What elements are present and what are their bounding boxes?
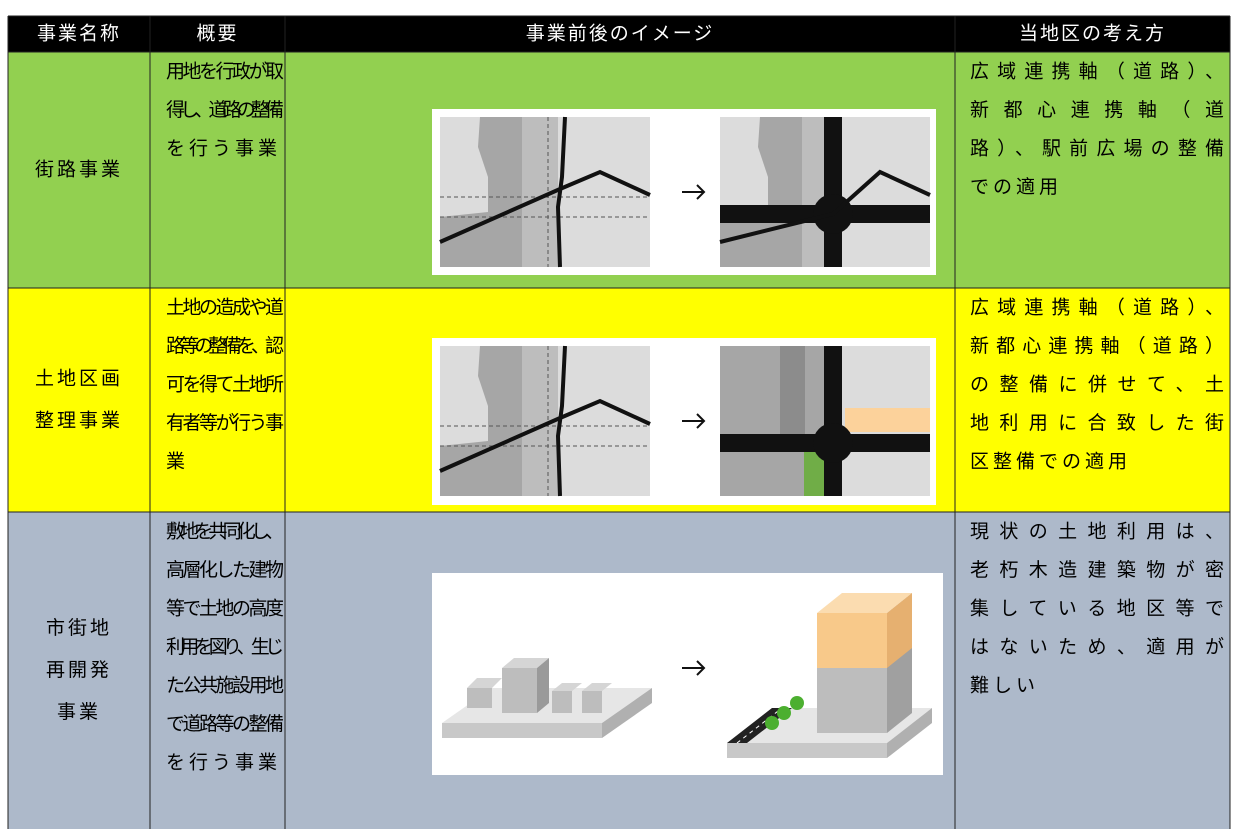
consideration-line: 区整備での適用 xyxy=(970,451,1131,473)
summary-line: 路等の整備を、認 xyxy=(166,335,284,357)
table-grid xyxy=(7,15,1231,829)
summary-line: 等で土地の高度 xyxy=(166,598,284,620)
summary-line: を行う事業 xyxy=(166,138,281,160)
project-name: 街路事業 xyxy=(35,159,123,181)
image-land-readjustment xyxy=(432,338,936,505)
row-background xyxy=(8,16,1230,52)
consideration-line: 地利用に合致した街 xyxy=(970,412,1224,434)
header-cell: 事業前後のイメージ xyxy=(526,23,715,45)
image-road-project xyxy=(432,109,936,275)
project-name: 土地区画 xyxy=(35,368,123,390)
summary-line: で道路等の整備 xyxy=(166,713,284,735)
summary-line: 得し、道路の整備 xyxy=(166,99,284,121)
consideration-line: 現状の土地利用は、 xyxy=(970,521,1224,543)
summary-line: 用地を行政が取 xyxy=(166,61,284,83)
summary-line: 可を得て土地所 xyxy=(166,374,284,396)
consideration-line: 集している地区等で xyxy=(970,598,1224,620)
summary-line: た公共施設用地 xyxy=(166,675,284,697)
consideration-line: 広域連携軸（道路）、 xyxy=(970,61,1224,83)
summary-line: 敷地を共同化し、 xyxy=(166,521,284,543)
summary-line: 業 xyxy=(166,451,189,473)
consideration-line: での適用 xyxy=(970,176,1062,198)
consideration-line: 難しい xyxy=(970,675,1039,697)
image-redevelopment xyxy=(432,573,943,775)
summary-line: 有者等が行う事 xyxy=(166,412,284,434)
project-name: 再開発 xyxy=(46,659,112,681)
consideration-line: の整備に併せて、土 xyxy=(970,374,1224,396)
summary-line: を行う事業 xyxy=(166,752,281,774)
consideration-line: 路）、駅前広場の整備 xyxy=(970,138,1224,160)
summary-line: 利用を図り、生じ xyxy=(166,636,284,658)
project-name: 整理事業 xyxy=(35,410,123,432)
project-name: 事業 xyxy=(57,701,101,723)
header-cell: 事業名称 xyxy=(37,23,121,45)
project-name: 市街地 xyxy=(46,617,112,639)
summary-line: 土地の造成や道 xyxy=(166,297,284,319)
header-cell: 当地区の考え方 xyxy=(1019,23,1166,45)
header-cell: 概要 xyxy=(196,23,238,45)
consideration-line: はないため、適用が xyxy=(970,636,1224,658)
summary-line: 高層化した建物 xyxy=(166,559,284,581)
consideration-line: 老朽木造建築物が密 xyxy=(970,559,1224,581)
consideration-line: 広域連携軸（道路）、 xyxy=(970,297,1224,319)
